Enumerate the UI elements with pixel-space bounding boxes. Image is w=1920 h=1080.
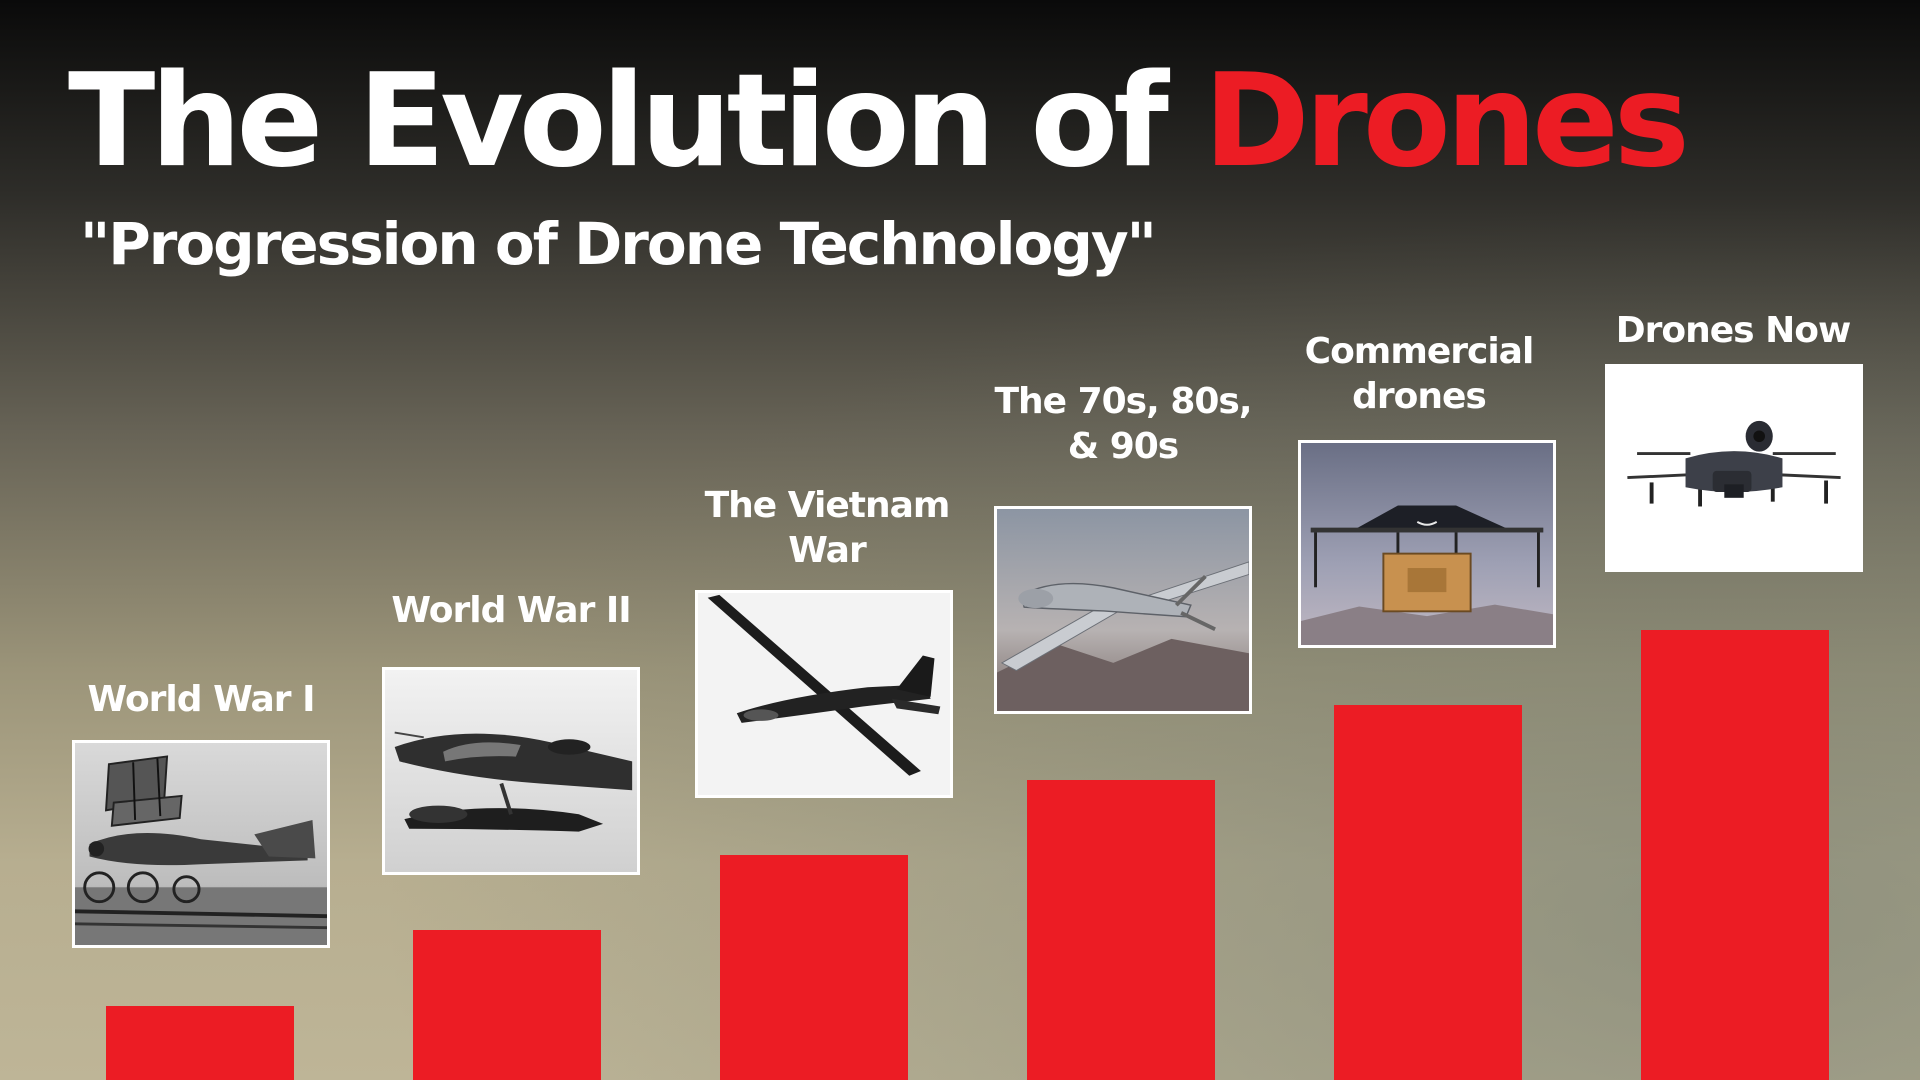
title-main: The Evolution of <box>68 47 1204 196</box>
bar-vietnam-war <box>720 855 908 1080</box>
title-highlight: Drones <box>1203 47 1690 196</box>
quadcopter-drone-photo <box>1605 364 1863 572</box>
bar-70s-80s-90s <box>1027 780 1215 1080</box>
page-title: The Evolution of Drones <box>68 51 1690 193</box>
label-world-war-2: World War II <box>391 590 631 631</box>
biplane-drone-photo <box>72 740 330 948</box>
label-vietnam-war: The Vietnam War <box>704 485 951 571</box>
bar-drones-now <box>1641 629 1829 1080</box>
page-subtitle: "Progression of Drone Technology" <box>80 210 1157 278</box>
high-altitude-glider-photo <box>695 590 953 798</box>
label-drones-now: Drones Now <box>1615 310 1852 351</box>
bar-world-war-2 <box>413 930 601 1080</box>
label-world-war-1: World War I <box>87 679 316 720</box>
label-70s-80s-90s: The 70s, 80s, & 90s <box>994 381 1252 467</box>
label-commercial-drones: Commercial drones <box>1304 331 1535 417</box>
predator-drone-photo <box>994 506 1252 714</box>
bar-world-war-1 <box>106 1005 294 1080</box>
wwii-drone-photo <box>382 667 640 875</box>
delivery-octocopter-photo <box>1298 440 1556 648</box>
bar-commercial-drones <box>1334 704 1522 1080</box>
